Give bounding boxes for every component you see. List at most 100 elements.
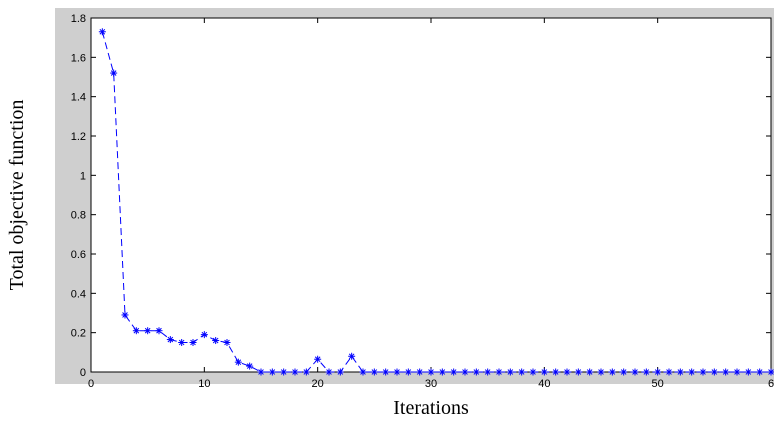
point-marker-stroke (609, 369, 616, 375)
data-point (257, 368, 265, 376)
data-point (246, 362, 254, 370)
point-marker-stroke (178, 339, 185, 346)
y-tick-label: 1.8 (71, 13, 86, 25)
point-marker-stroke (280, 369, 287, 375)
point-marker-stroke (212, 337, 219, 344)
point-marker-stroke (484, 369, 491, 375)
point-marker-stroke (348, 353, 355, 360)
point-marker-stroke (235, 359, 242, 365)
data-point (665, 368, 673, 376)
point-marker-stroke (303, 369, 310, 375)
point-marker-stroke (326, 369, 332, 375)
data-point (710, 368, 718, 376)
data-point (631, 368, 639, 376)
y-axis: 0 0.2 0.4 0.6 0.8 1 1.2 1.4 1.6 1.8 (71, 13, 771, 379)
point-marker-stroke (428, 369, 434, 375)
plot-area (90, 17, 772, 373)
data-point (370, 368, 378, 376)
data-point (189, 339, 197, 346)
data-point (336, 368, 344, 376)
data-point (552, 368, 560, 376)
point-marker-stroke (314, 356, 321, 363)
point-marker-stroke (552, 369, 559, 375)
x-tick-label: 10 (198, 378, 210, 390)
data-point (676, 368, 684, 376)
point-marker-stroke (462, 369, 468, 375)
point-marker-stroke (201, 331, 208, 338)
data-point (314, 355, 322, 363)
data-point (597, 368, 605, 376)
y-tick-label: 0.2 (71, 328, 86, 340)
data-point (155, 327, 163, 335)
data-point (608, 368, 616, 376)
point-marker-stroke (337, 369, 344, 375)
data-point (744, 368, 752, 376)
data-point (359, 368, 367, 376)
point-marker-stroke (654, 369, 661, 375)
data-point (178, 339, 186, 346)
series-layer (98, 28, 774, 376)
data-point (540, 368, 548, 376)
point-marker-stroke (643, 369, 650, 375)
data-point (166, 336, 174, 344)
point-marker-stroke (473, 369, 480, 375)
point-marker-stroke (575, 369, 582, 375)
data-point (200, 331, 208, 339)
y-tick-label: 0.8 (71, 210, 86, 222)
data-point (620, 368, 628, 376)
x-axis-title: Iterations (393, 397, 469, 419)
point-marker-stroke (518, 369, 525, 375)
data-point (438, 368, 446, 376)
data-point (382, 368, 390, 376)
data-point (563, 368, 571, 376)
data-point (348, 352, 356, 360)
data-point (586, 368, 594, 376)
data-point (767, 368, 774, 376)
point-marker-stroke (496, 369, 502, 375)
x-tick-label: 6 (768, 378, 774, 390)
point-marker-stroke (700, 369, 706, 375)
point-marker-stroke (734, 369, 740, 375)
point-marker-stroke (133, 327, 140, 334)
y-tick-label: 1 (80, 170, 86, 182)
point-marker-stroke (756, 369, 763, 375)
point-marker-stroke (382, 369, 389, 375)
data-point (427, 368, 435, 376)
data-point (529, 368, 537, 376)
point-marker-stroke (677, 369, 684, 375)
data-point (416, 368, 424, 376)
point-marker-stroke (666, 369, 672, 375)
data-point (699, 368, 707, 376)
data-point (302, 368, 310, 376)
data-point (654, 368, 662, 376)
y-tick-label: 0.4 (71, 288, 86, 300)
data-point (223, 339, 231, 346)
point-marker-stroke (156, 327, 162, 334)
data-point (325, 368, 333, 376)
point-marker-stroke (564, 369, 570, 375)
point-marker-stroke (190, 339, 196, 346)
point-marker-stroke (110, 70, 117, 76)
point-marker-stroke (167, 336, 174, 343)
point-marker-stroke (224, 339, 230, 346)
point-marker-stroke (99, 28, 106, 35)
data-point (234, 358, 242, 366)
data-point (450, 368, 458, 376)
x-tick-label: 40 (538, 378, 550, 390)
data-point (280, 368, 288, 376)
point-marker-stroke (292, 369, 298, 375)
point-marker-stroke (405, 369, 412, 375)
point-marker-stroke (620, 369, 627, 375)
data-point (98, 28, 106, 36)
data-point (461, 368, 469, 376)
data-point (268, 368, 276, 376)
point-marker-stroke (258, 369, 264, 375)
data-point (722, 368, 730, 376)
point-marker-stroke (371, 369, 378, 375)
point-marker-stroke (450, 369, 457, 375)
point-marker-stroke (768, 369, 774, 375)
data-point (756, 368, 764, 376)
x-tick-label: 20 (312, 378, 324, 390)
